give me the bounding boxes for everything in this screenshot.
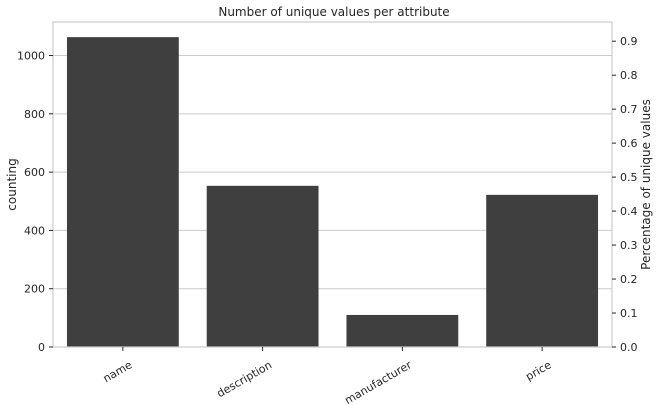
y2-tick-label: 0.0	[620, 341, 638, 354]
plot-frame	[52, 21, 613, 348]
y-axis-right: 0.0 0.1 0.2 0.3 0.4 0.5 0.6 0.7 0.8 0.9	[612, 35, 638, 354]
y2-tick-label: 0.5	[620, 171, 638, 184]
y2-tick-label: 0.8	[620, 69, 638, 82]
x-tick-label: name	[101, 358, 135, 385]
y-tick-label: 0	[38, 341, 45, 354]
y-tick-label: 1000	[17, 50, 45, 63]
bar-description	[206, 185, 319, 347]
y2-tick-label: 0.9	[620, 35, 638, 48]
y-tick-label: 600	[24, 166, 45, 179]
y2-tick-label: 0.1	[620, 307, 638, 320]
bar-name	[66, 37, 179, 347]
bar-manufacturer	[346, 314, 459, 347]
y2-tick-label: 0.4	[620, 205, 638, 218]
x-tick-label: manufacturer	[342, 358, 414, 405]
y-axis-left: 0 200 400 600 800 1000	[17, 50, 53, 354]
y2-tick-label: 0.6	[620, 137, 638, 150]
x-tick-label: description	[215, 358, 274, 400]
y2-tick-label: 0.2	[620, 273, 638, 286]
bars	[66, 37, 599, 347]
y-tick-label: 400	[24, 224, 45, 237]
y2-tick-label: 0.3	[620, 239, 638, 252]
y-tick-label: 800	[24, 108, 45, 121]
x-tick-label: price	[523, 358, 553, 383]
bar-price	[486, 194, 599, 347]
x-axis: name description manufacturer price	[101, 347, 554, 405]
y-axis-label-right: Percentage of unique values	[639, 99, 653, 270]
y-tick-label: 200	[24, 283, 45, 296]
y-axis-label-left: counting	[5, 158, 19, 210]
y2-tick-label: 0.7	[620, 103, 638, 116]
chart-title: Number of unique values per attribute	[218, 5, 449, 19]
